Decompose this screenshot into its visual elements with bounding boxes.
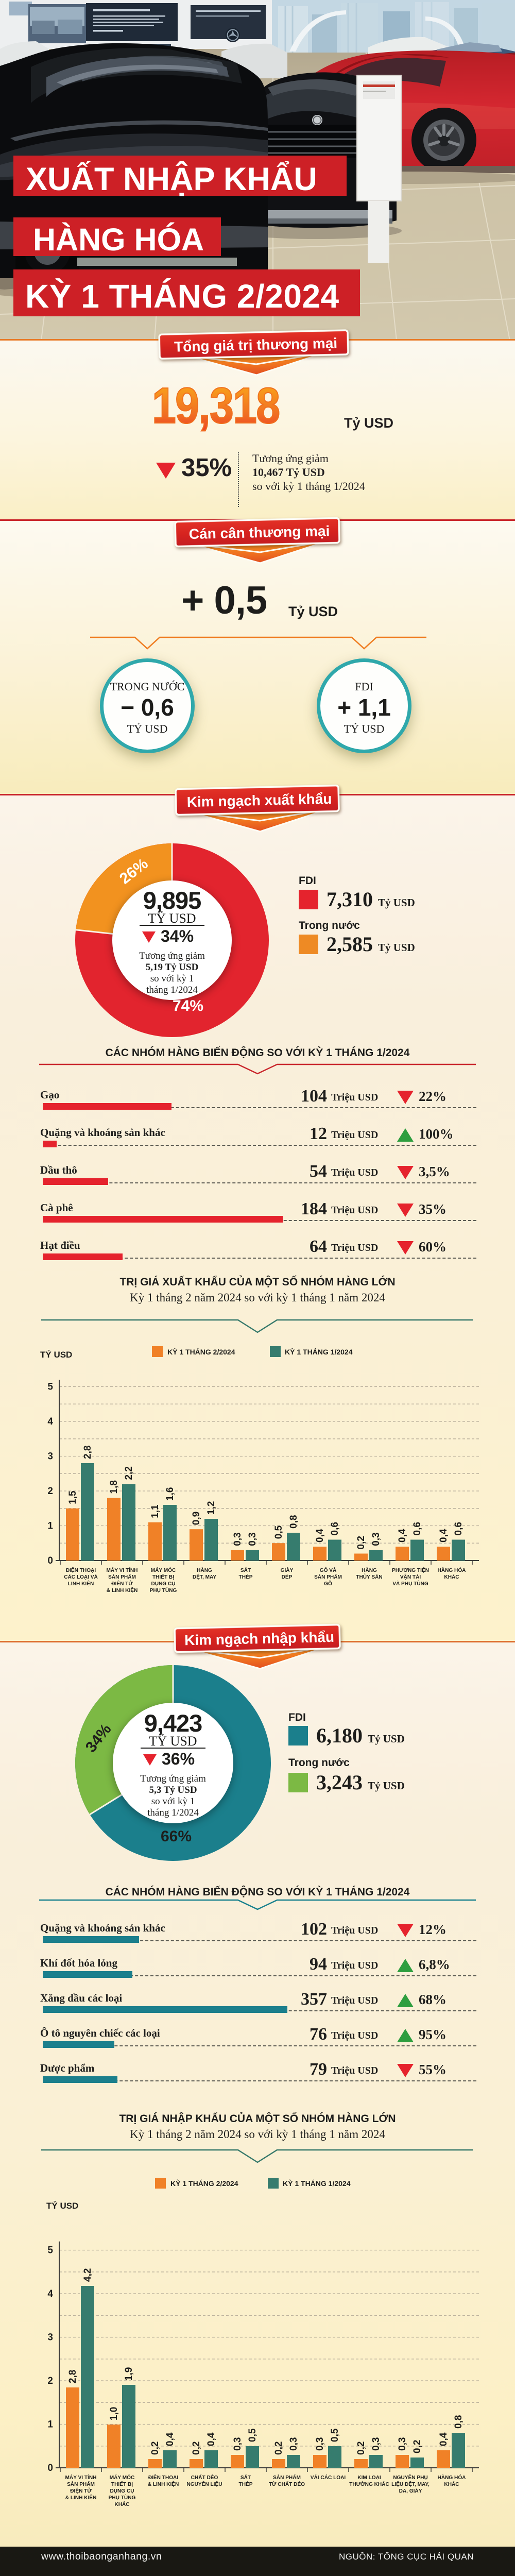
- svg-text:2,2: 2,2: [124, 1466, 134, 1480]
- svg-text:0,4: 0,4: [397, 1529, 408, 1543]
- svg-text:ĐIỆN THOẠI& LINH KIỆN: ĐIỆN THOẠI & LINH KIỆN: [148, 2474, 179, 2487]
- svg-text:0,5: 0,5: [330, 2428, 340, 2442]
- svg-text:0,3: 0,3: [315, 2437, 325, 2451]
- svg-text:2: 2: [47, 2376, 53, 2386]
- svg-text:Tổng giá trị thương mại: Tổng giá trị thương mại: [174, 335, 338, 354]
- svg-text:1,5: 1,5: [67, 1490, 78, 1504]
- svg-text:0,3: 0,3: [232, 1532, 243, 1546]
- svg-text:0,2: 0,2: [356, 1536, 367, 1549]
- svg-text:Kim ngạch nhập khẩu: Kim ngạch nhập khẩu: [184, 1629, 335, 1649]
- svg-text:1,9: 1,9: [124, 2367, 134, 2381]
- svg-text:74%: 74%: [173, 997, 203, 1014]
- svg-text:0,3: 0,3: [371, 1532, 382, 1546]
- svg-text:2,8: 2,8: [82, 1446, 93, 1459]
- svg-text:1: 1: [47, 1521, 53, 1532]
- svg-text:1,6: 1,6: [165, 1487, 176, 1501]
- svg-text:0,8: 0,8: [288, 1515, 299, 1529]
- svg-text:0,5: 0,5: [247, 2428, 258, 2442]
- svg-text:1,8: 1,8: [109, 1480, 119, 1494]
- svg-text:0: 0: [47, 1555, 53, 1566]
- svg-text:4: 4: [47, 2289, 53, 2299]
- svg-text:0,6: 0,6: [330, 1522, 340, 1535]
- svg-text:0,6: 0,6: [453, 1522, 464, 1535]
- svg-text:3: 3: [47, 1451, 53, 1462]
- svg-text:0,2: 0,2: [273, 2442, 284, 2455]
- svg-text:0,8: 0,8: [453, 2415, 464, 2429]
- svg-text:3: 3: [47, 2332, 53, 2343]
- svg-text:0,4: 0,4: [438, 1529, 449, 1543]
- svg-text:4,2: 4,2: [82, 2268, 93, 2282]
- svg-text:0,6: 0,6: [412, 1522, 423, 1535]
- svg-text:1,0: 1,0: [109, 2407, 119, 2420]
- svg-text:0,2: 0,2: [356, 2442, 367, 2455]
- svg-text:0,3: 0,3: [247, 1532, 258, 1546]
- svg-text:Cán cân thương mại: Cán cân thương mại: [188, 523, 330, 542]
- svg-text:1,1: 1,1: [150, 1504, 161, 1518]
- svg-text:4: 4: [47, 1416, 53, 1427]
- svg-text:0,9: 0,9: [191, 1512, 202, 1525]
- svg-text:1: 1: [47, 2419, 53, 2430]
- svg-text:0,4: 0,4: [206, 2432, 217, 2446]
- svg-text:5: 5: [47, 2245, 53, 2256]
- svg-text:VẢI CÁC LOẠI: VẢI CÁC LOẠI: [311, 2474, 346, 2481]
- svg-text:Kim ngạch xuất khẩu: Kim ngạch xuất khẩu: [186, 791, 332, 810]
- svg-text:0: 0: [47, 2463, 53, 2473]
- svg-text:0,4: 0,4: [315, 1529, 325, 1543]
- svg-text:0,3: 0,3: [397, 2437, 408, 2451]
- svg-text:0,2: 0,2: [191, 2442, 202, 2455]
- svg-text:0,3: 0,3: [371, 2437, 382, 2451]
- svg-text:2,8: 2,8: [67, 2370, 78, 2383]
- svg-text:66%: 66%: [161, 1828, 192, 1845]
- svg-text:5: 5: [47, 1382, 53, 1393]
- svg-text:0,4: 0,4: [438, 2432, 449, 2446]
- svg-text:1,2: 1,2: [206, 1501, 217, 1515]
- svg-text:0,3: 0,3: [232, 2437, 243, 2451]
- svg-text:0,2: 0,2: [150, 2442, 161, 2455]
- svg-text:0,3: 0,3: [288, 2437, 299, 2451]
- svg-text:2: 2: [47, 1486, 53, 1497]
- svg-text:0,5: 0,5: [273, 1525, 284, 1539]
- svg-text:0,4: 0,4: [165, 2432, 176, 2446]
- svg-text:0,2: 0,2: [412, 2440, 423, 2453]
